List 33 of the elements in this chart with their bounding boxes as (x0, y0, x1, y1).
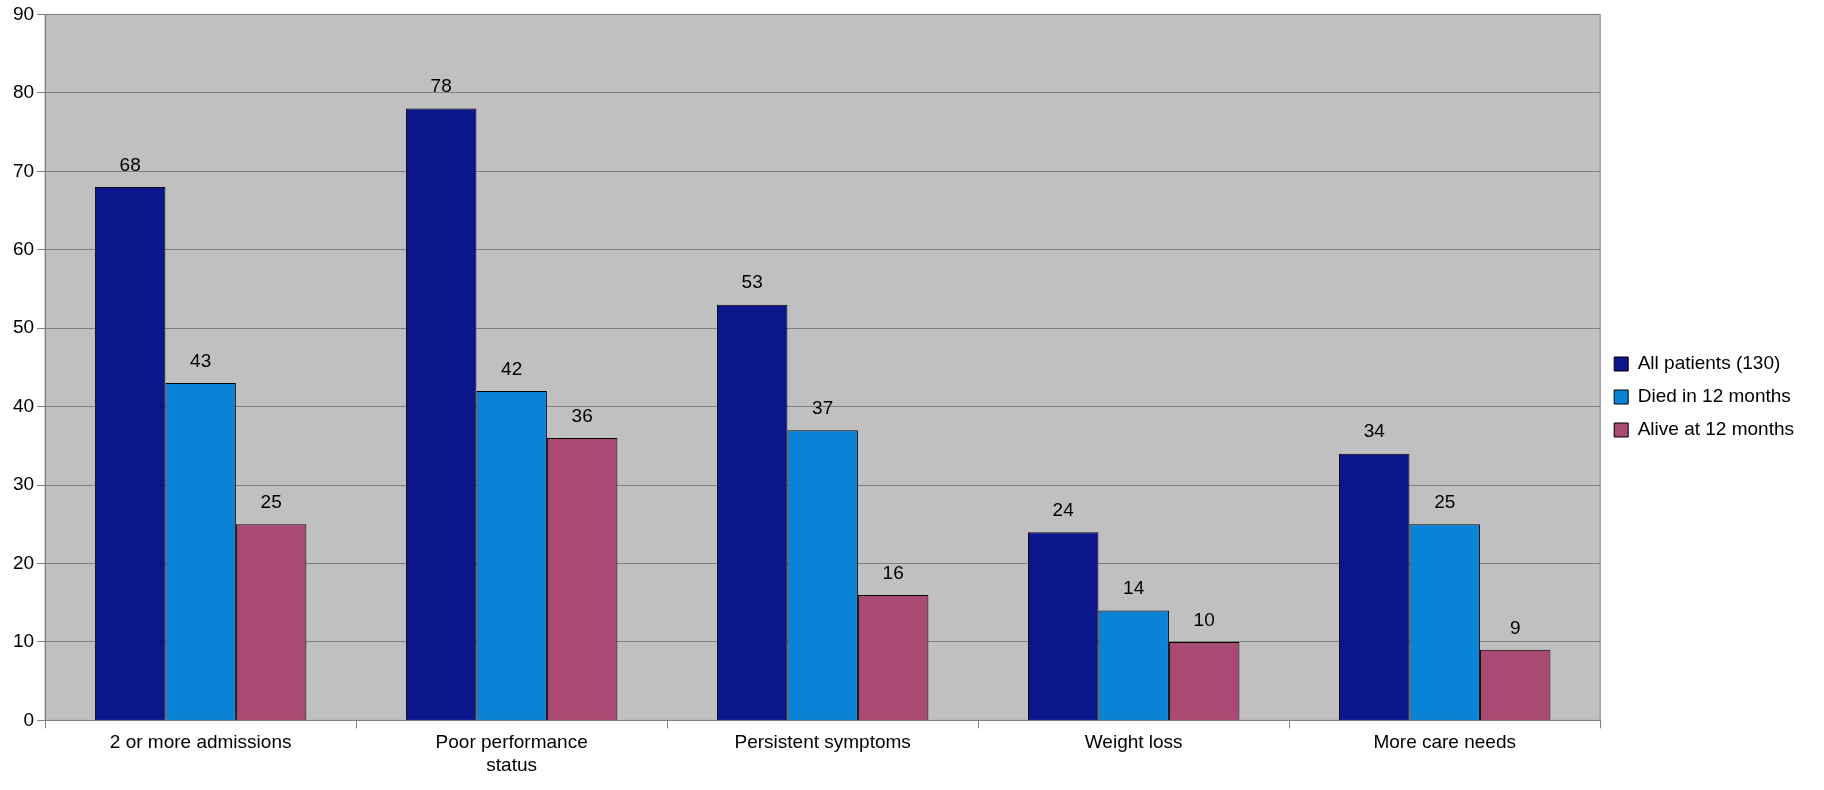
data-label: 25 (260, 491, 282, 513)
data-label: 25 (1434, 491, 1456, 513)
data-label: 36 (571, 404, 593, 426)
y-tick-label: 0 (23, 708, 35, 730)
data-label: 34 (1363, 420, 1386, 442)
data-label: 68 (119, 153, 141, 175)
y-tick-label: 50 (12, 316, 35, 338)
data-label: 9 (1509, 616, 1521, 638)
y-tick-label: 70 (12, 159, 35, 181)
data-label: 42 (501, 357, 523, 379)
x-tick-label: More care needs (1373, 731, 1516, 753)
y-tick-label: 20 (12, 551, 35, 573)
data-label: 10 (1193, 608, 1215, 630)
data-label: 43 (190, 349, 212, 371)
x-tick-label: Persistent symptoms (734, 731, 911, 753)
legend-label: All patients (130) (1637, 352, 1781, 374)
y-tick-label: 40 (12, 394, 35, 416)
legend-label: Alive at 12 months (1637, 418, 1795, 440)
y-tick-label: 90 (12, 2, 35, 24)
x-tick-label: Poor performance status (435, 731, 588, 775)
y-tick-label: 80 (12, 81, 35, 103)
x-tick-label: Weight loss (1084, 731, 1183, 753)
legend-label: Died in 12 months (1637, 385, 1791, 407)
y-tick-label: 30 (12, 473, 35, 495)
data-label: 37 (812, 396, 834, 418)
data-label: 24 (1052, 498, 1075, 520)
y-tick-label: 10 (12, 630, 35, 652)
data-label: 78 (430, 75, 452, 97)
y-tick-label: 60 (12, 237, 35, 259)
data-label: 16 (882, 561, 904, 583)
data-label: 14 (1123, 577, 1145, 599)
data-label: 53 (741, 271, 763, 293)
x-tick-label: 2 or more admissions (109, 731, 292, 753)
